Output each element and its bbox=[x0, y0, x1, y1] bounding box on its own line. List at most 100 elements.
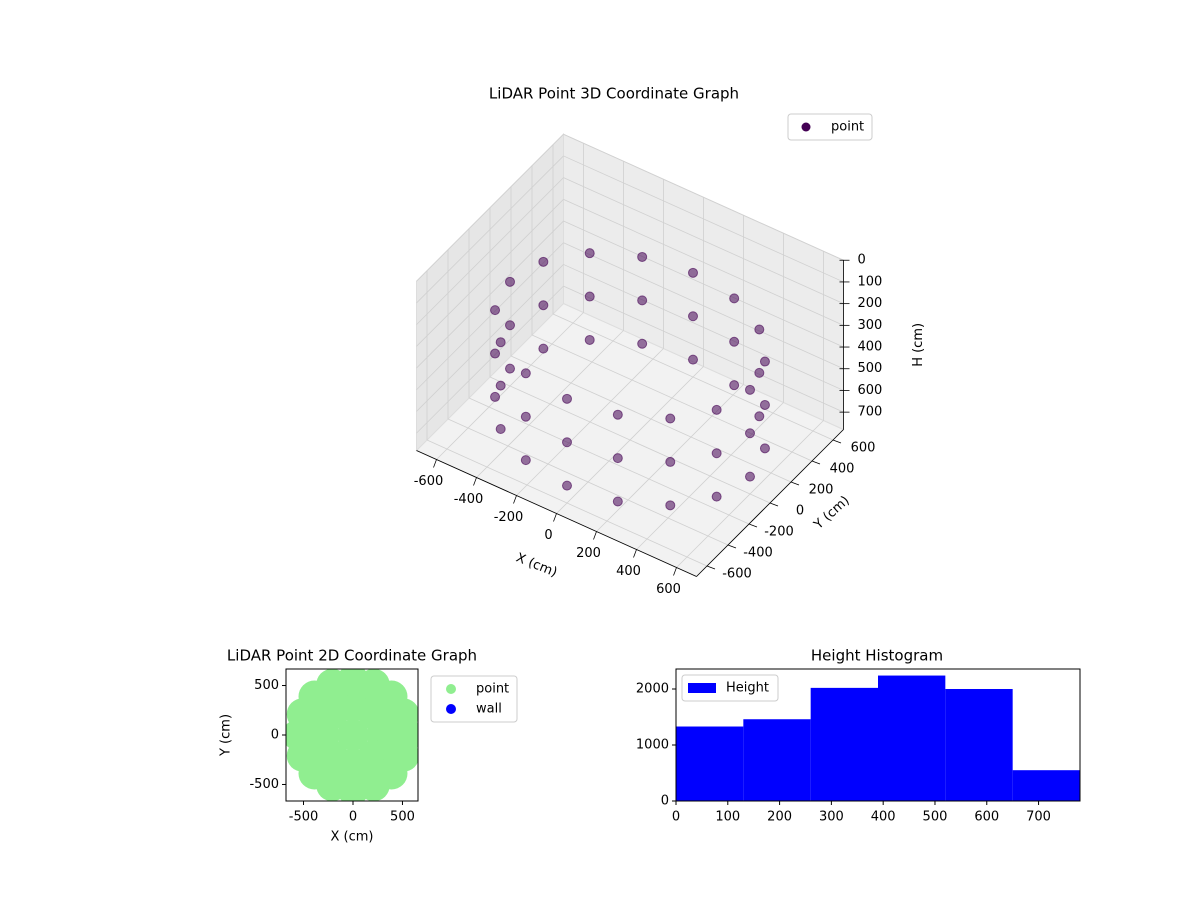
point bbox=[538, 343, 549, 354]
legend-label: point bbox=[831, 120, 864, 135]
axes-frame bbox=[675, 668, 1081, 802]
chart-title: LiDAR Point 2D Coordinate Graph bbox=[227, 647, 477, 665]
grid-line bbox=[416, 177, 564, 325]
point bbox=[336, 719, 369, 751]
point bbox=[711, 404, 722, 415]
y-tick-label: 600 bbox=[851, 441, 876, 456]
y-tick-label: 2000 bbox=[636, 681, 669, 696]
grid-line bbox=[563, 177, 844, 305]
point bbox=[745, 471, 755, 482]
x-axis-label: X (cm) bbox=[331, 830, 374, 845]
point bbox=[584, 248, 595, 259]
x-tick-label: -500 bbox=[289, 810, 319, 825]
x-tick-label: 400 bbox=[871, 810, 896, 825]
x-tick-label: 0 bbox=[672, 810, 680, 825]
point bbox=[729, 293, 740, 304]
y-tick-label: 1000 bbox=[636, 737, 669, 752]
point bbox=[754, 367, 765, 378]
point bbox=[538, 300, 549, 311]
x-tick-mark bbox=[553, 513, 557, 522]
x-tick-mark bbox=[593, 531, 597, 540]
point bbox=[688, 311, 698, 322]
legend-label: wall bbox=[476, 702, 502, 717]
point bbox=[490, 305, 501, 316]
point bbox=[745, 384, 755, 395]
legend-marker bbox=[688, 683, 716, 693]
y-tick-label: 0 bbox=[796, 504, 804, 519]
x-tick-label: 100 bbox=[715, 810, 740, 825]
point bbox=[688, 267, 698, 278]
z-tick-label: 0 bbox=[858, 253, 866, 268]
bar bbox=[743, 719, 811, 801]
y-tick-mark bbox=[706, 565, 716, 570]
legend-box bbox=[681, 674, 779, 702]
x-tick-label: 200 bbox=[767, 810, 792, 825]
grid-line bbox=[531, 334, 813, 462]
point bbox=[490, 391, 501, 402]
point bbox=[637, 295, 648, 306]
z-axis-label: H (cm) bbox=[911, 323, 926, 367]
point bbox=[562, 437, 572, 448]
x-tick-label: 0 bbox=[544, 528, 552, 543]
point bbox=[387, 739, 418, 772]
y-tick-label: 500 bbox=[254, 678, 279, 693]
x-tick-label: 0 bbox=[349, 810, 357, 825]
point bbox=[495, 424, 506, 434]
point bbox=[612, 409, 623, 420]
grid-line bbox=[416, 220, 564, 369]
point bbox=[612, 453, 623, 464]
y-tick-mark bbox=[748, 523, 758, 528]
point bbox=[754, 324, 765, 335]
plot-area bbox=[286, 669, 418, 801]
z-tick-label: 200 bbox=[858, 296, 883, 311]
y-tick-label: -400 bbox=[743, 546, 773, 561]
grid-line bbox=[563, 133, 844, 261]
point bbox=[759, 356, 770, 367]
y-tick-label: -200 bbox=[764, 525, 794, 540]
point bbox=[495, 380, 506, 391]
point bbox=[520, 411, 531, 422]
point bbox=[520, 455, 531, 466]
grid-line bbox=[416, 155, 564, 304]
x-tick-label: 700 bbox=[1026, 810, 1051, 825]
point bbox=[754, 411, 765, 422]
y-tick-label: -600 bbox=[722, 567, 752, 582]
point bbox=[729, 336, 740, 347]
point bbox=[520, 368, 531, 379]
x-tick-label: 600 bbox=[656, 582, 681, 597]
x-tick-mark bbox=[633, 549, 637, 558]
x-tick-label: -600 bbox=[414, 474, 444, 489]
y-tick-mark bbox=[811, 460, 821, 465]
grid-line bbox=[563, 155, 844, 283]
y-tick-mark bbox=[832, 439, 842, 444]
x-tick-mark bbox=[513, 495, 517, 504]
legend-marker bbox=[446, 684, 456, 694]
grid-line bbox=[416, 264, 564, 412]
point bbox=[538, 256, 549, 267]
bar bbox=[676, 726, 744, 801]
x-tick-mark bbox=[473, 477, 477, 486]
y-tick-label: 0 bbox=[271, 728, 279, 743]
legend-label: point bbox=[476, 682, 509, 697]
point bbox=[711, 491, 722, 502]
legend-label: Height bbox=[726, 681, 769, 696]
x-tick-label: -200 bbox=[494, 510, 524, 525]
grid-line bbox=[489, 376, 771, 504]
point bbox=[711, 448, 722, 459]
z-tick-label: 400 bbox=[858, 340, 883, 355]
grid-line bbox=[468, 397, 750, 525]
x-tick-label: 500 bbox=[390, 810, 415, 825]
point bbox=[562, 480, 572, 491]
point bbox=[562, 393, 572, 404]
point bbox=[729, 380, 740, 391]
x-tick-label: 600 bbox=[974, 810, 999, 825]
point bbox=[665, 456, 676, 467]
bar bbox=[878, 675, 946, 801]
bar bbox=[945, 688, 1013, 801]
z-tick-label: 100 bbox=[858, 274, 883, 289]
x-tick-label: -400 bbox=[454, 492, 484, 507]
point bbox=[584, 291, 595, 302]
chart-title: Height Histogram bbox=[811, 647, 943, 665]
grid-line bbox=[447, 418, 729, 546]
